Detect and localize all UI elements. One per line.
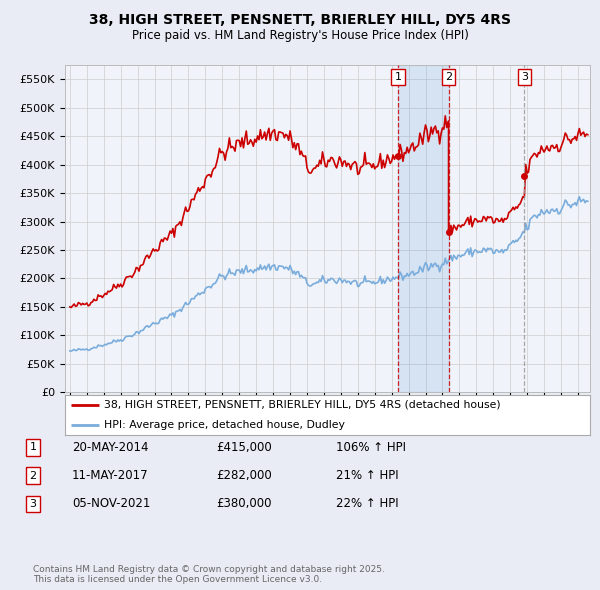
Text: 38, HIGH STREET, PENSNETT, BRIERLEY HILL, DY5 4RS (detached house): 38, HIGH STREET, PENSNETT, BRIERLEY HILL…: [104, 400, 501, 409]
Text: HPI: Average price, detached house, Dudley: HPI: Average price, detached house, Dudl…: [104, 420, 345, 430]
Text: 2: 2: [445, 72, 452, 82]
Text: £380,000: £380,000: [216, 497, 271, 510]
Text: 05-NOV-2021: 05-NOV-2021: [72, 497, 151, 510]
Text: 3: 3: [29, 499, 37, 509]
Point: [393, 151, 403, 160]
Point: [520, 171, 529, 181]
Text: 106% ↑ HPI: 106% ↑ HPI: [336, 441, 406, 454]
Bar: [398, 65, 449, 392]
Text: 20-MAY-2014: 20-MAY-2014: [72, 441, 149, 454]
Text: 21% ↑ HPI: 21% ↑ HPI: [336, 469, 398, 482]
Text: 22% ↑ HPI: 22% ↑ HPI: [336, 497, 398, 510]
Text: Contains HM Land Registry data © Crown copyright and database right 2025.
This d: Contains HM Land Registry data © Crown c…: [33, 565, 385, 584]
Text: 3: 3: [521, 72, 528, 82]
Text: £282,000: £282,000: [216, 469, 272, 482]
Point: [444, 227, 454, 237]
Text: 38, HIGH STREET, PENSNETT, BRIERLEY HILL, DY5 4RS: 38, HIGH STREET, PENSNETT, BRIERLEY HILL…: [89, 13, 511, 27]
Text: 1: 1: [395, 72, 401, 82]
Text: 11-MAY-2017: 11-MAY-2017: [72, 469, 149, 482]
Text: 1: 1: [29, 442, 37, 452]
Text: 2: 2: [29, 471, 37, 480]
Text: £415,000: £415,000: [216, 441, 272, 454]
Text: Price paid vs. HM Land Registry's House Price Index (HPI): Price paid vs. HM Land Registry's House …: [131, 30, 469, 42]
